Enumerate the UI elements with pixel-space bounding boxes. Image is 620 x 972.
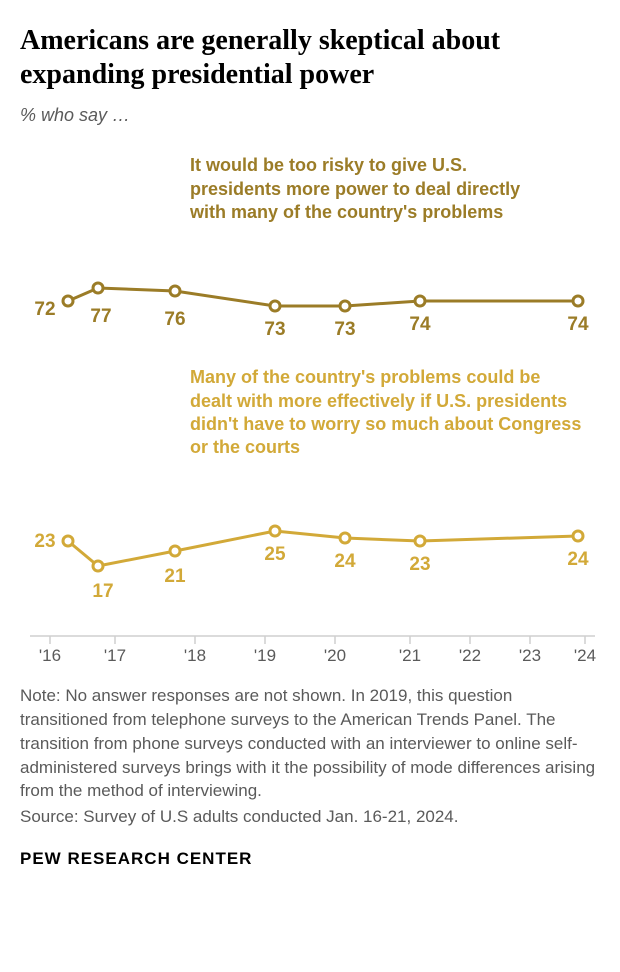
- data-value-label: 23: [409, 554, 430, 576]
- chart-area: '16 '17 '18 '19 '20 '21 '22 '23 '24 72 77 76 73 73 74 7…: [20, 146, 600, 666]
- footer-attribution: PEW RESEARCH CENTER: [20, 849, 600, 869]
- chart-subtitle: % who say …: [20, 105, 600, 126]
- x-axis-label: '20: [324, 646, 346, 666]
- data-value-label: 73: [334, 319, 355, 341]
- data-value-label: 24: [334, 551, 355, 573]
- data-value-label: 76: [164, 309, 185, 331]
- data-value-label: 73: [264, 319, 285, 341]
- x-axis-label: '18: [184, 646, 206, 666]
- chart-source: Source: Survey of U.S adults conducted J…: [20, 805, 600, 829]
- x-axis-label: '21: [399, 646, 421, 666]
- data-value-label: 24: [567, 549, 588, 571]
- data-value-label: 77: [90, 306, 111, 328]
- data-value-label: 17: [92, 581, 113, 603]
- data-value-label: 72: [34, 299, 55, 321]
- x-axis-label: '23: [519, 646, 541, 666]
- x-axis-label: '22: [459, 646, 481, 666]
- series-label-too-risky: It would be too risky to give U.S. presi…: [190, 154, 550, 224]
- data-value-label: 23: [34, 531, 55, 553]
- data-value-label: 74: [409, 314, 430, 336]
- x-axis-label: '16: [39, 646, 61, 666]
- x-axis-label: '19: [254, 646, 276, 666]
- series-label-more-effective: Many of the country's problems could be …: [190, 366, 585, 460]
- data-value-label: 21: [164, 566, 185, 588]
- x-axis-label: '17: [104, 646, 126, 666]
- x-axis-label: '24: [574, 646, 596, 666]
- data-value-label: 25: [264, 544, 285, 566]
- chart-note: Note: No answer responses are not shown.…: [20, 684, 600, 803]
- data-value-label: 74: [567, 314, 588, 336]
- chart-title: Americans are generally skeptical about …: [20, 24, 600, 91]
